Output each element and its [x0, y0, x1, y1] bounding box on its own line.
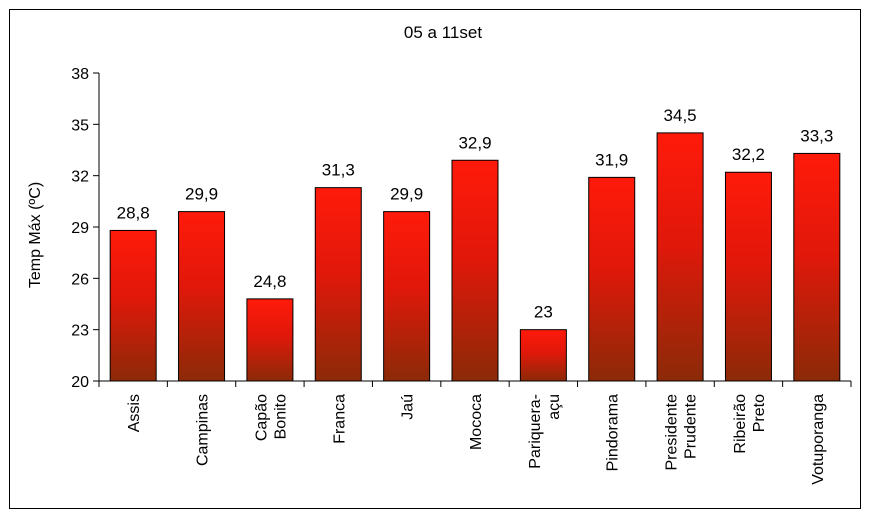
x-tick-label: Jaú	[400, 394, 417, 420]
x-tick-label-line: Presidente	[664, 394, 681, 471]
bar	[109, 229, 157, 382]
x-tick-label-line: Franca	[331, 394, 348, 444]
bar	[724, 171, 772, 382]
x-tick-label: Pariquera-açu	[527, 394, 563, 469]
bar	[519, 329, 567, 382]
x-tick-label-line: Bonito	[272, 394, 289, 439]
x-tick-label: Ribeirão Preto	[732, 394, 768, 454]
bars	[109, 132, 841, 382]
bar	[383, 211, 431, 382]
x-tick-label-line: Mococa	[468, 394, 485, 450]
x-tick-label: Franca	[331, 394, 348, 444]
x-tick-label: Mococa	[468, 394, 485, 450]
x-tick-label-line: Capão	[253, 394, 270, 441]
chart-title: 05 a 11set	[404, 23, 482, 42]
data-label: 29,9	[390, 185, 423, 204]
bar-chart: 05 a 11set Temp Máx (ºC) 20232629323538 …	[27, 23, 852, 485]
x-tick-label-line: Assis	[126, 394, 143, 432]
bar	[451, 159, 499, 382]
x-tick-label: Campinas	[195, 394, 212, 466]
data-label: 31,3	[322, 161, 355, 180]
x-tick-label: Presidente Prudente	[664, 394, 700, 471]
x-tick-label-line: Ribeirão	[732, 394, 749, 454]
data-label: 34,5	[664, 106, 697, 125]
bar	[246, 298, 294, 382]
bar	[314, 187, 362, 382]
x-tick-label-line: Jaú	[400, 394, 417, 420]
y-tick-label: 35	[71, 117, 89, 134]
x-tick-labels: Assis Campinas Capão Bonito Franca Jaú Mococa P…	[126, 394, 827, 485]
bar	[656, 132, 704, 382]
bar	[793, 152, 841, 382]
x-tick-label-line: Prudente	[683, 394, 700, 459]
x-tick-label: Assis	[126, 394, 143, 432]
x-tick-label-line: Pindorama	[605, 394, 622, 471]
x-tick-label-line: Preto	[751, 394, 768, 432]
x-ticks	[98, 381, 852, 387]
data-label: 28,8	[117, 203, 150, 222]
x-tick-label-line: açu	[546, 394, 563, 420]
bar	[178, 211, 226, 382]
data-label: 24,8	[253, 272, 286, 291]
data-label: 29,9	[185, 185, 218, 204]
bar	[588, 176, 636, 382]
data-label: 23	[534, 303, 553, 322]
x-tick-label-line: Campinas	[195, 394, 212, 466]
y-tick-label: 20	[71, 374, 89, 391]
y-tick-label: 26	[71, 271, 89, 288]
y-tick-label: 23	[71, 323, 89, 340]
x-tick-label: Pindorama	[605, 394, 622, 471]
x-tick-label-line: Pariquera-	[527, 394, 544, 469]
y-ticks: 20 23 26 29 32 35 38	[71, 66, 99, 391]
y-axis-label: Temp Máx (ºC)	[27, 182, 44, 288]
data-label: 33,3	[800, 126, 833, 145]
chart-frame: 05 a 11set Temp Máx (ºC) 20 23 26 29 32 35 38 …	[9, 9, 861, 509]
x-tick-label: Capão Bonito	[253, 394, 289, 441]
data-label: 32,9	[458, 133, 491, 152]
x-tick-label-line: Votuporanga	[810, 394, 827, 485]
y-tick-label: 32	[71, 169, 89, 186]
data-label: 31,9	[595, 150, 628, 169]
y-tick-label: 38	[71, 66, 89, 83]
x-tick-label: Votuporanga	[810, 394, 827, 485]
data-labels: 28,8 29,9 24,8 31,3 29,9 32,9 23 31,9 34,5 32,2 33…	[117, 106, 834, 322]
y-tick-label: 29	[71, 220, 89, 237]
data-label: 32,2	[732, 145, 765, 164]
